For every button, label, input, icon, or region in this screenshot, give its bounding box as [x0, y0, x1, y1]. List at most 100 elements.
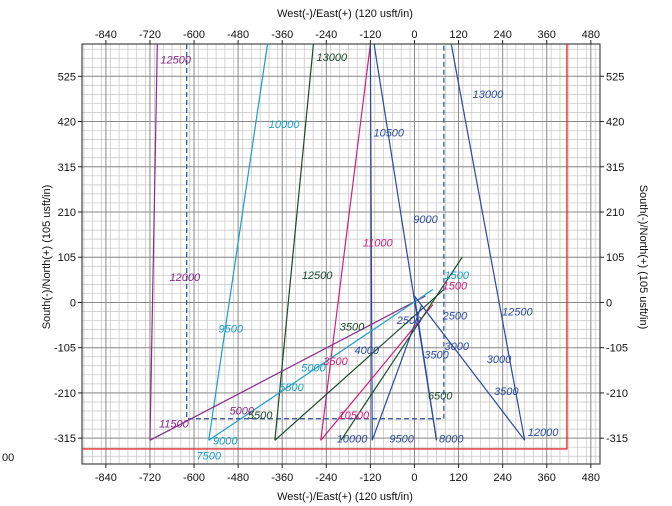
x-tick-label-bottom: -840: [95, 472, 117, 484]
y-tick-label-right: -210: [606, 388, 628, 400]
y-tick-label-left: 210: [58, 207, 76, 219]
depth-label: 12000: [528, 427, 559, 439]
well-path-4: [320, 43, 371, 441]
depth-label: 12500: [302, 270, 333, 282]
x-tick-label-top: -120: [359, 29, 381, 41]
y-tick-label-left: -105: [54, 343, 76, 355]
well-path-1: [149, 43, 158, 441]
y-tick-label-right: 420: [606, 117, 624, 129]
depth-label: 10000: [269, 119, 300, 131]
x-tick-label-bottom: 480: [582, 472, 600, 484]
x-tick-label-top: -240: [315, 29, 337, 41]
depth-label: 10500: [373, 128, 404, 140]
y-tick-label-right: 525: [606, 71, 624, 83]
y-tick-label-right: 105: [606, 252, 624, 264]
depth-label: 1500: [444, 270, 469, 282]
depth-label: 5500: [279, 382, 304, 394]
y-tick-label-right: 0: [606, 297, 612, 309]
x-tick-label-bottom: -480: [227, 472, 249, 484]
x-axis-title-top: West(-)/East(+) (120 usft/in): [277, 8, 413, 20]
x-tick-label-bottom: -600: [183, 472, 205, 484]
depth-label: 3500: [494, 386, 519, 398]
well-path-2: [208, 43, 269, 441]
axes: -840 -840 -720 -720 -600 -600 -480 -480 -360 -360…: [54, 29, 628, 484]
x-tick-label-top: -360: [271, 29, 293, 41]
depth-label: 2500: [442, 311, 468, 323]
x-axis-title-bottom: West(-)/East(+) (120 usft/in): [277, 491, 413, 503]
y-tick-label-left: 105: [58, 252, 76, 264]
depth-label: 12000: [170, 272, 201, 284]
depth-label: 13000: [317, 52, 348, 64]
x-tick-label-top: -720: [139, 29, 161, 41]
depth-label: 12500: [502, 306, 533, 318]
y-tick-label-left: 0: [70, 297, 76, 309]
depth-label: 3500: [323, 356, 348, 368]
depth-label: 9000: [413, 214, 438, 226]
depth-label: 9500: [219, 324, 244, 336]
x-tick-label-top: 240: [493, 29, 511, 41]
depth-label: 3500: [340, 321, 365, 333]
depth-label: 10000: [337, 433, 368, 445]
x-tick-label-top: 0: [411, 29, 417, 41]
depth-label: 9000: [213, 436, 238, 448]
depth-label: 6500: [428, 390, 453, 402]
x-tick-label-bottom: 120: [449, 472, 467, 484]
depth-label: 2500: [396, 315, 422, 327]
well-path-15: [413, 295, 526, 441]
y-tick-label-left: 420: [58, 117, 76, 129]
x-tick-label-bottom: -240: [315, 472, 337, 484]
x-tick-label-top: -480: [227, 29, 249, 41]
y-tick-label-left: 525: [58, 71, 76, 83]
grid: [82, 44, 600, 464]
x-tick-label-top: 360: [538, 29, 556, 41]
x-tick-label-top: 120: [449, 29, 467, 41]
well-path-12: [371, 304, 423, 441]
y-axis-title-left: South(-)/North(+) (105 usft/in): [41, 185, 53, 330]
depth-label: 11500: [159, 418, 190, 430]
depth-label: 5500: [248, 410, 273, 422]
lease-line: [82, 44, 568, 450]
depth-label: 5000: [301, 362, 326, 374]
depth-labels: 12500 12000 11500 10000 9500 9000 13000 12500 11…: [159, 52, 559, 462]
x-tick-label-bottom: -360: [271, 472, 293, 484]
well-path-13: [340, 256, 463, 441]
depth-label: 4000: [354, 345, 379, 357]
x-tick-label-bottom: -720: [139, 472, 161, 484]
y-tick-label-right: -315: [606, 433, 628, 445]
well-path-3: [274, 43, 315, 441]
well-path-7: [450, 43, 526, 441]
depth-label: 13000: [473, 89, 504, 101]
depth-label: 8000: [439, 433, 464, 445]
y-tick-label-left: -315: [54, 433, 76, 445]
depth-label: 1500: [443, 281, 468, 293]
x-tick-label-bottom: 240: [493, 472, 511, 484]
well-path-10: [274, 289, 445, 441]
y-tick-label-right: -105: [606, 343, 628, 355]
depth-label: 7500: [197, 451, 222, 463]
x-tick-label-bottom: 360: [538, 472, 556, 484]
x-tick-label-top: 480: [582, 29, 600, 41]
y-axis-title-right: South(-)/North(+) (105 usft/in): [637, 185, 649, 330]
depth-label: 9500: [389, 433, 414, 445]
depth-label: 3000: [444, 341, 469, 353]
well-paths: [82, 43, 568, 450]
well-path-14: [413, 295, 438, 441]
depth-label: 10500: [339, 410, 370, 422]
depth-label: 12500: [160, 54, 191, 66]
x-tick-label-bottom: 0: [411, 472, 417, 484]
depth-label: 11000: [363, 237, 394, 249]
depth-label: 3500: [424, 349, 449, 361]
x-tick-label-top: -600: [183, 29, 205, 41]
y-tick-label-right: 210: [606, 207, 624, 219]
well-path-5: [369, 43, 373, 441]
x-tick-label-bottom: -120: [359, 472, 381, 484]
depth-label: 3000: [487, 354, 512, 366]
y-tick-label-left: -210: [54, 388, 76, 400]
edge-label: 00: [2, 452, 14, 464]
x-tick-label-top: -840: [95, 29, 117, 41]
well-path-8: [149, 295, 426, 441]
plot-frame: [81, 43, 601, 465]
y-tick-label-right: 315: [606, 162, 624, 174]
depth-label: 5000: [230, 405, 255, 417]
